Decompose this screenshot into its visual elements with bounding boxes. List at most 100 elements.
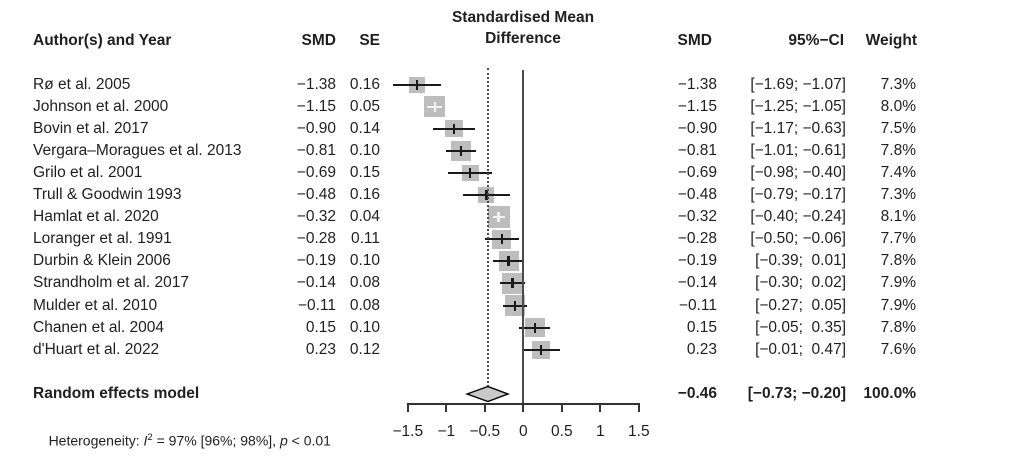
heterogeneity-i-superscript: 2 <box>147 432 153 443</box>
study-smd-right: −1.15 <box>677 97 717 115</box>
study-weight: 7.3% <box>880 75 916 93</box>
x-axis-tick-label: 0 <box>518 423 528 440</box>
study-weight: 7.8% <box>880 318 916 336</box>
point-estimate-tick <box>507 256 510 267</box>
summary-ci: [−0.73; −0.20] <box>747 385 846 402</box>
study-smd-right: −0.48 <box>677 186 717 203</box>
summary-diamond <box>465 385 510 403</box>
study-weight: 7.5% <box>880 119 916 137</box>
study-smd: −0.69 <box>296 163 336 181</box>
study-weight: 7.8% <box>880 141 916 159</box>
study-smd-right: −0.32 <box>677 208 717 226</box>
study-smd-right: 0.23 <box>686 340 717 358</box>
x-axis-tick <box>406 402 409 412</box>
heterogeneity-values: = 97% [96%; 98%], <box>152 432 280 449</box>
study-se: 0.10 <box>349 318 380 336</box>
x-axis-tick-label: 1 <box>595 423 605 440</box>
study-smd: 0.23 <box>305 340 336 358</box>
study-smd-right: −0.81 <box>677 141 717 159</box>
point-estimate-tick <box>452 123 456 134</box>
study-smd-right: −0.14 <box>677 274 717 292</box>
heterogeneity-p-symbol: p <box>279 432 288 449</box>
study-label: Grilo et al. 2001 <box>33 163 143 181</box>
study-ci: [−0.05; 0.35] <box>755 318 846 336</box>
point-estimate-tick <box>497 212 500 223</box>
point-estimate-tick <box>533 322 537 333</box>
study-smd: −0.14 <box>296 274 336 292</box>
plot-title-line1: Standardised Mean <box>451 9 595 26</box>
study-ci: [−0.50; −0.06] <box>750 230 846 248</box>
point-estimate-tick <box>500 234 503 245</box>
x-axis-tick-label: −1.5 <box>392 423 424 440</box>
column-header-smd-right: SMD <box>677 32 712 49</box>
study-label: Bovin et al. 2017 <box>33 119 149 137</box>
study-weight: 7.6% <box>880 340 916 358</box>
study-se: 0.14 <box>349 119 380 137</box>
point-estimate-tick <box>433 101 436 112</box>
study-label: Strandholm et al. 2017 <box>33 274 189 292</box>
heterogeneity-i-symbol: I <box>143 432 148 449</box>
study-smd-right: −0.90 <box>677 119 717 137</box>
x-axis-tick <box>445 402 448 412</box>
study-ci: [−0.79; −0.17] <box>750 186 846 203</box>
x-axis-tick <box>560 402 563 412</box>
study-smd: −0.90 <box>296 119 336 137</box>
study-ci: [−0.27; 0.05] <box>755 296 846 314</box>
study-ci: [−1.69; −1.07] <box>750 75 846 93</box>
study-smd: −1.38 <box>296 75 336 93</box>
point-estimate-tick <box>459 145 463 156</box>
study-smd-right: 0.15 <box>686 318 717 336</box>
study-smd: −0.32 <box>296 208 336 226</box>
x-axis-tick <box>599 402 602 412</box>
study-weight: 8.0% <box>880 97 916 115</box>
study-se: 0.08 <box>349 296 380 314</box>
study-ci: [−0.98; −0.40] <box>750 163 846 181</box>
study-smd: 0.15 <box>305 318 336 336</box>
x-axis-tick <box>637 402 640 412</box>
plot-title-line2: Difference <box>485 30 561 47</box>
study-ci: [−1.01; −0.61] <box>750 141 846 159</box>
study-ci: [−1.17; −0.63] <box>750 119 846 137</box>
study-ci: [−0.39; 0.01] <box>755 252 846 270</box>
x-axis-tick-label: −1 <box>437 423 456 440</box>
summary-weight: 100.0% <box>863 385 916 402</box>
heterogeneity-text: Heterogeneity: I2 = 97% [96%; 98%], p < … <box>33 405 433 449</box>
study-label: Johnson et al. 2000 <box>33 97 169 115</box>
study-label: Rø et al. 2005 <box>33 75 131 93</box>
point-estimate-tick <box>485 190 488 200</box>
column-header-weight: Weight <box>865 32 917 49</box>
study-label: Mulder et al. 2010 <box>33 296 158 314</box>
study-se: 0.04 <box>349 208 380 226</box>
x-axis-tick <box>483 402 486 412</box>
summary-label: Random effects model <box>33 385 200 402</box>
study-ci: [−0.01; 0.47] <box>755 340 846 358</box>
study-label: Durbin & Klein 2006 <box>33 252 171 270</box>
column-header-smd: SMD <box>301 32 336 49</box>
study-se: 0.12 <box>349 340 380 358</box>
study-weight: 7.4% <box>880 163 916 181</box>
column-header-se: SE <box>359 32 380 49</box>
x-axis-tick-label: 1.5 <box>628 423 650 440</box>
study-se: 0.10 <box>349 252 380 270</box>
study-weight: 7.9% <box>880 296 916 314</box>
column-header-ci: 95%−CI <box>788 32 844 49</box>
study-weight: 8.1% <box>880 208 916 226</box>
study-se: 0.16 <box>349 75 380 93</box>
study-se: 0.16 <box>349 186 380 203</box>
study-ci: [−1.25; −1.05] <box>750 97 846 115</box>
study-weight: 7.9% <box>880 274 916 292</box>
study-smd-right: −0.19 <box>677 252 717 270</box>
point-estimate-tick <box>539 344 543 355</box>
zero-line <box>522 70 525 403</box>
study-label: Vergara–Moragues et al. 2013 <box>33 141 242 159</box>
pooled-effect-line <box>486 68 489 387</box>
point-estimate-tick <box>513 300 517 311</box>
study-label: Loranger et al. 1991 <box>33 230 172 248</box>
study-label: d'Huart et al. 2022 <box>33 340 160 358</box>
study-smd: −0.81 <box>296 141 336 159</box>
study-smd-right: −0.28 <box>677 230 717 248</box>
x-axis-tick <box>522 402 525 412</box>
study-smd-right: −0.69 <box>677 163 717 181</box>
study-se: 0.05 <box>349 97 380 115</box>
